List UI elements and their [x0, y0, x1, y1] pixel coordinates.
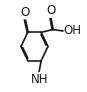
Text: O: O: [46, 5, 55, 17]
Text: NH: NH: [30, 73, 48, 86]
Text: O: O: [20, 6, 30, 18]
Text: OH: OH: [63, 24, 81, 37]
